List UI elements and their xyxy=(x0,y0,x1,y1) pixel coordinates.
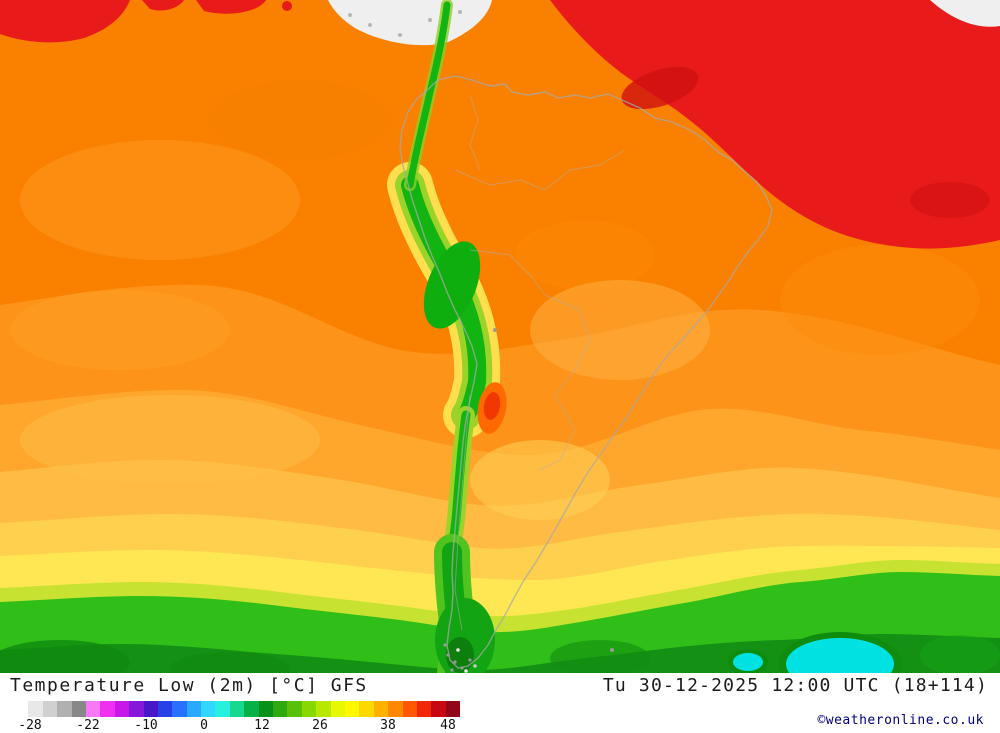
argentina-hotspot xyxy=(477,382,507,434)
map-footer: Temperature Low (2m) [°C] GFS Tu 30-12-2… xyxy=(0,673,1000,733)
colorbar-segment xyxy=(445,701,460,717)
south-america-temperature-svg xyxy=(0,0,1000,673)
fjord-speckles xyxy=(443,643,477,673)
colorbar-segment xyxy=(14,701,29,717)
tonal-patches xyxy=(10,80,980,520)
colorbar-segment xyxy=(100,701,115,717)
colorbar-segment xyxy=(201,701,216,717)
colorbar-segment xyxy=(359,701,374,717)
colorbar-segment xyxy=(143,701,158,717)
tick-label: 0 xyxy=(200,718,208,733)
colorbar-segment xyxy=(172,701,187,717)
tick-label: 26 xyxy=(312,718,328,733)
colorbar-segment xyxy=(273,701,288,717)
cold-cyan-patches xyxy=(0,632,1000,673)
tick-label: -22 xyxy=(76,718,100,733)
colorbar-segment xyxy=(416,701,432,717)
colorbar-segment xyxy=(330,701,345,717)
colorbar-segment xyxy=(229,701,245,717)
colorbar-segment xyxy=(244,701,259,717)
colorbar-segment xyxy=(114,701,130,717)
colorbar-segment xyxy=(57,701,72,717)
map-timestamp: Tu 30-12-2025 12:00 UTC (18+114) xyxy=(602,675,988,696)
copyright-link[interactable]: ©weatheronline.co.uk xyxy=(817,713,984,728)
colorbar-segment xyxy=(186,701,202,717)
colorbar-segment xyxy=(373,701,389,717)
tick-label: -28 xyxy=(18,718,42,733)
coastline-borders xyxy=(399,75,773,669)
tick-label: 38 xyxy=(380,718,396,733)
colorbar-segment xyxy=(28,701,43,717)
colorbar-segment xyxy=(344,701,360,717)
colorbar-segment xyxy=(431,701,446,717)
colorbar-segment xyxy=(42,701,58,717)
colorbar-segment xyxy=(129,701,144,717)
tick-label: 48 xyxy=(440,718,456,733)
tick-label: 12 xyxy=(254,718,270,733)
colorbar-segment xyxy=(388,701,403,717)
colorbar-segment xyxy=(316,701,331,717)
colorbar-segment xyxy=(157,701,173,717)
temperature-colorbar xyxy=(14,701,460,717)
colorbar-segment xyxy=(85,701,101,717)
colorbar-segment xyxy=(287,701,302,717)
colorbar-segment xyxy=(71,701,86,717)
map-title: Temperature Low (2m) [°C] GFS xyxy=(10,675,368,696)
tick-label: -10 xyxy=(134,718,158,733)
colorbar-segment xyxy=(215,701,230,717)
colorbar-segment xyxy=(258,701,274,717)
colorbar-segment xyxy=(402,701,417,717)
temperature-map xyxy=(0,0,1000,673)
hot-region-overlay xyxy=(0,0,1000,249)
colorbar-segment xyxy=(301,701,317,717)
